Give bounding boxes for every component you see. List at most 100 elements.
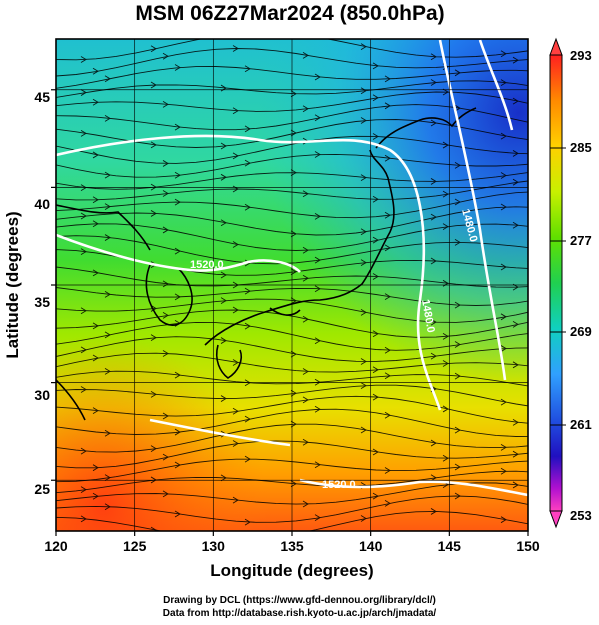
coastlines bbox=[56, 107, 477, 421]
streamline-arrow bbox=[512, 320, 519, 328]
streamline-arrow bbox=[80, 89, 87, 96]
streamline-arrow bbox=[150, 81, 157, 89]
streamline-arrow bbox=[92, 98, 99, 106]
streamline-arrow bbox=[360, 43, 367, 51]
streamline-arrow bbox=[244, 287, 251, 295]
colorbar-label: 285 bbox=[570, 140, 592, 155]
streamline-arrow bbox=[220, 271, 227, 279]
streamline-arrow bbox=[442, 360, 449, 367]
streamline-arrow bbox=[232, 152, 239, 160]
streamline-arrow bbox=[302, 315, 309, 323]
streamline-arrow bbox=[430, 213, 437, 221]
streamline bbox=[56, 266, 528, 288]
streamline-arrow bbox=[512, 361, 519, 369]
streamline-arrow bbox=[150, 334, 157, 342]
streamline bbox=[56, 104, 528, 131]
x-tick-label: 120 bbox=[44, 538, 68, 554]
streamline-arrow bbox=[80, 212, 87, 220]
streamline-arrow bbox=[244, 259, 251, 267]
streamline-arrow bbox=[174, 198, 181, 206]
streamline-arrow bbox=[302, 396, 309, 404]
streamline bbox=[56, 510, 528, 531]
streamline-arrow bbox=[500, 132, 507, 140]
streamline-arrow bbox=[384, 211, 391, 219]
streamline-arrow bbox=[360, 259, 367, 266]
colorbar-scale bbox=[549, 54, 563, 512]
streamline bbox=[56, 423, 528, 453]
streamline-arrow bbox=[372, 492, 379, 500]
streamline bbox=[56, 352, 528, 373]
streamline-arrow bbox=[430, 352, 437, 360]
streamline bbox=[56, 370, 528, 387]
streamline bbox=[56, 191, 528, 219]
streamline bbox=[56, 336, 528, 362]
x-tick-label: 130 bbox=[202, 538, 226, 554]
streamline-arrow bbox=[360, 358, 367, 365]
streamline-arrow bbox=[430, 53, 437, 61]
y-tick-label: 35 bbox=[34, 294, 50, 310]
streamline-arrow bbox=[500, 443, 507, 451]
streamline-arrow bbox=[174, 123, 181, 131]
streamline-arrow bbox=[314, 114, 321, 122]
streamline-arrow bbox=[290, 129, 297, 137]
streamline-arrow bbox=[500, 398, 507, 406]
streamline-arrow bbox=[384, 244, 391, 252]
streamline-arrow bbox=[454, 492, 461, 500]
streamline-arrow bbox=[290, 268, 297, 276]
streamline-arrow bbox=[454, 463, 461, 471]
credit-drawing: Drawing by DCL (https://www.gfd-dennou.o… bbox=[163, 595, 436, 606]
credit-data: Data from http://database.rish.kyoto-u.a… bbox=[162, 608, 437, 619]
colorbar-label: 261 bbox=[570, 417, 592, 432]
streamline-arrow bbox=[232, 306, 239, 314]
map-title: MSM 06Z27Mar2024 (850.0hPa) bbox=[135, 2, 445, 25]
colorbar-label: 293 bbox=[570, 48, 592, 63]
streamline-arrow bbox=[384, 102, 391, 110]
streamline bbox=[56, 470, 528, 494]
streamline-arrow bbox=[500, 516, 507, 524]
x-tick-label: 125 bbox=[123, 538, 147, 554]
streamline-arrow bbox=[442, 332, 449, 340]
streamline-arrow bbox=[174, 510, 181, 518]
streamline-arrow bbox=[244, 203, 251, 211]
contour-label-1520-south: 1520.0 bbox=[322, 479, 356, 491]
streamline-arrow bbox=[244, 65, 251, 73]
streamline-arrow bbox=[372, 94, 379, 102]
streamline-arrow bbox=[430, 318, 437, 326]
streamline-arrow bbox=[512, 450, 519, 458]
y-tick-label: 45 bbox=[34, 89, 50, 105]
streamline-arrow bbox=[150, 445, 157, 453]
streamline-arrow bbox=[454, 301, 461, 309]
streamline-arrow bbox=[360, 382, 367, 390]
streamline-arrow bbox=[454, 161, 461, 169]
streamline-arrow bbox=[92, 322, 99, 330]
streamline-arrow bbox=[232, 359, 239, 366]
streamline-arrow bbox=[372, 330, 379, 338]
streamline-arrow bbox=[360, 117, 367, 124]
streamline bbox=[56, 39, 528, 61]
streamline-arrow bbox=[360, 174, 367, 181]
streamline-arrow bbox=[150, 390, 157, 398]
streamline-arrow bbox=[454, 69, 461, 77]
streamline-arrow bbox=[104, 203, 111, 210]
temperature-field bbox=[56, 39, 528, 531]
streamline-arrow bbox=[104, 114, 111, 122]
streamline-arrow bbox=[430, 474, 437, 482]
streamline-arrow bbox=[314, 514, 321, 522]
streamline-arrow bbox=[104, 171, 111, 179]
streamline-arrow bbox=[290, 480, 297, 488]
streamline-arrow bbox=[454, 341, 461, 348]
axis-ticks bbox=[51, 89, 529, 536]
streamline-arrow bbox=[384, 467, 391, 474]
streamline-arrow bbox=[302, 438, 309, 446]
streamline-arrow bbox=[104, 75, 111, 83]
streamline-arrow bbox=[314, 461, 321, 469]
streamline-arrow bbox=[442, 405, 449, 413]
streamline-arrow bbox=[360, 228, 367, 236]
streamline-arrow bbox=[244, 518, 251, 526]
streamline-arrow bbox=[290, 90, 297, 98]
streamline-arrow bbox=[372, 448, 379, 456]
streamline-arrow bbox=[454, 104, 461, 112]
streamline-arrow bbox=[372, 133, 379, 140]
streamline-arrow bbox=[92, 67, 99, 75]
streamline-arrow bbox=[512, 150, 519, 157]
